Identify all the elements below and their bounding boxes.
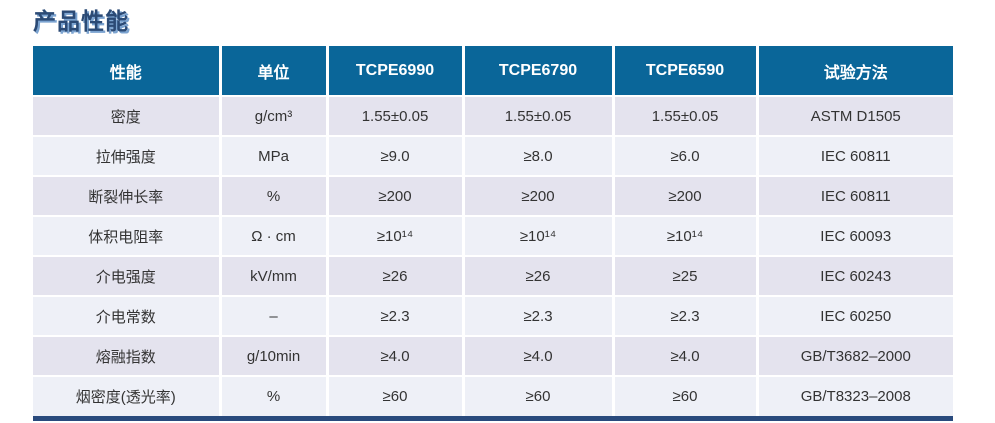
tcpe6790-value-cell: ≥26	[461, 256, 615, 297]
table-header: 性能 单位 TCPE6990 TCPE6790 TCPE6590 试验方法	[33, 46, 953, 97]
tcpe6990-value-cell: ≥4.0	[325, 336, 465, 377]
column-header-tcpe6590: TCPE6590	[611, 46, 759, 97]
test-method-cell: GB/T8323–2008	[755, 376, 953, 416]
tcpe6590-value-cell: ≥25	[611, 256, 759, 297]
table-body: 密度 g/cm³ 1.55±0.05 1.55±0.05 1.55±0.05 ASTM D…	[33, 96, 953, 416]
property-cell: 介电常数	[33, 296, 222, 337]
test-method-cell: IEC 60811	[755, 136, 953, 177]
tcpe6990-value-cell: 1.55±0.05	[325, 96, 465, 137]
column-header-property: 性能	[33, 46, 222, 97]
tcpe6790-value-cell: 1.55±0.05	[461, 96, 615, 137]
test-method-cell: IEC 60243	[755, 256, 953, 297]
table-row: 介电常数 – ≥2.3 ≥2.3 ≥2.3 IEC 60250	[33, 296, 953, 337]
table-row: 体积电阻率 Ω · cm ≥10¹⁴ ≥10¹⁴ ≥10¹⁴ IEC 60093	[33, 216, 953, 257]
table-row: 烟密度(透光率)% ≥60 ≥60 ≥60 GB/T8323–2008	[33, 376, 953, 416]
property-cell: 熔融指数	[33, 336, 222, 377]
unit-cell: Ω · cm	[218, 216, 329, 257]
tcpe6590-value-cell: ≥200	[611, 176, 759, 217]
test-method-cell: IEC 60250	[755, 296, 953, 337]
unit-cell: MPa	[218, 136, 329, 177]
property-cell: 拉伸强度	[33, 136, 222, 177]
tcpe6990-value-cell: ≥2.3	[325, 296, 465, 337]
test-method-cell: GB/T3682–2000	[755, 336, 953, 377]
tcpe6590-value-cell: ≥4.0	[611, 336, 759, 377]
tcpe6790-value-cell: ≥4.0	[461, 336, 615, 377]
unit-cell: %	[218, 376, 329, 416]
tcpe6990-value-cell: ≥200	[325, 176, 465, 217]
table-bottom-accent-bar	[33, 416, 953, 421]
property-cell: 断裂伸长率	[33, 176, 222, 217]
header-row: 性能 单位 TCPE6990 TCPE6790 TCPE6590 试验方法	[33, 46, 953, 97]
unit-cell: –	[218, 296, 329, 337]
unit-cell: %	[218, 176, 329, 217]
tcpe6590-value-cell: ≥60	[611, 376, 759, 416]
unit-cell: g/10min	[218, 336, 329, 377]
column-header-unit: 单位	[218, 46, 329, 97]
tcpe6790-value-cell: ≥200	[461, 176, 615, 217]
tcpe6790-value-cell: ≥60	[461, 376, 615, 416]
tcpe6590-value-cell: ≥6.0	[611, 136, 759, 177]
tcpe6590-value-cell: ≥10¹⁴	[611, 216, 759, 257]
property-cell: 密度	[33, 96, 222, 137]
test-method-cell: IEC 60811	[755, 176, 953, 217]
tcpe6990-value-cell: ≥9.0	[325, 136, 465, 177]
tcpe6790-value-cell: ≥2.3	[461, 296, 615, 337]
property-cell: 烟密度(透光率)	[33, 376, 222, 416]
table-row: 密度 g/cm³ 1.55±0.05 1.55±0.05 1.55±0.05 ASTM D…	[33, 96, 953, 137]
test-method-cell: IEC 60093	[755, 216, 953, 257]
tcpe6990-value-cell: ≥26	[325, 256, 465, 297]
tcpe6590-value-cell: ≥2.3	[611, 296, 759, 337]
column-header-tcpe6790: TCPE6790	[461, 46, 615, 97]
table-row: 介电强度 kV/mm ≥26 ≥26 ≥25 IEC 60243	[33, 256, 953, 297]
property-cell: 介电强度	[33, 256, 222, 297]
table-row: 拉伸强度 MPa ≥9.0 ≥8.0 ≥6.0 IEC 60811	[33, 136, 953, 177]
unit-cell: kV/mm	[218, 256, 329, 297]
page-title: 产品性能	[33, 8, 129, 34]
product-performance-table: 性能 单位 TCPE6990 TCPE6790 TCPE6590 试验方法 密度…	[33, 46, 953, 416]
tcpe6990-value-cell: ≥10¹⁴	[325, 216, 465, 257]
column-header-test-method: 试验方法	[755, 46, 953, 97]
tcpe6990-value-cell: ≥60	[325, 376, 465, 416]
tcpe6590-value-cell: 1.55±0.05	[611, 96, 759, 137]
column-header-tcpe6990: TCPE6990	[325, 46, 465, 97]
table-row: 熔融指数 g/10min ≥4.0 ≥4.0 ≥4.0 GB/T3682–2000	[33, 336, 953, 377]
tcpe6790-value-cell: ≥8.0	[461, 136, 615, 177]
table-row: 断裂伸长率% ≥200 ≥200 ≥200 IEC 60811	[33, 176, 953, 217]
tcpe6790-value-cell: ≥10¹⁴	[461, 216, 615, 257]
unit-cell: g/cm³	[218, 96, 329, 137]
property-cell: 体积电阻率	[33, 216, 222, 257]
test-method-cell: ASTM D1505	[755, 96, 953, 137]
